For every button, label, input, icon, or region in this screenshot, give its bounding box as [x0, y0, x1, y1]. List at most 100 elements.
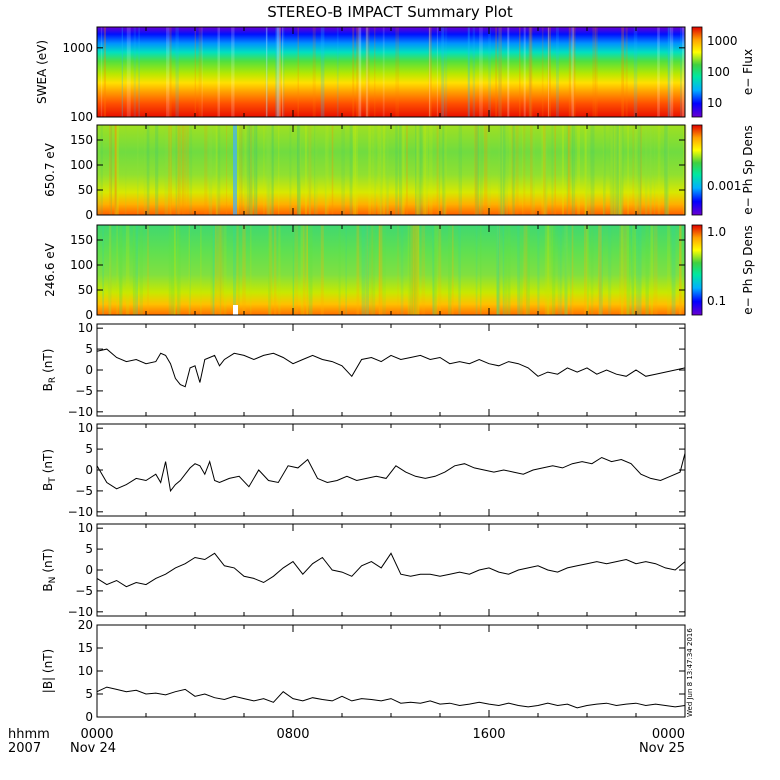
spectrogram-streak [242, 225, 246, 315]
time-tick-0000-end: 0000 [652, 727, 685, 742]
spectrogram-streak [268, 225, 271, 315]
spectrogram-streak [619, 225, 624, 315]
spectrogram-streak [554, 125, 556, 215]
spectrogram-streak [586, 225, 589, 315]
spectrogram-streak [314, 125, 316, 215]
spectrogram-streak [304, 125, 307, 215]
spectrogram-streak [653, 125, 656, 215]
spectrogram-streak [503, 125, 506, 215]
bn-ytick-label: −10 [68, 605, 93, 619]
spectrogram-streak [278, 125, 280, 215]
spectrogram-streak [566, 125, 568, 215]
spectrogram-streak [428, 27, 432, 117]
spectrogram-streak [436, 27, 438, 117]
spectrogram-streak [619, 125, 622, 215]
pad246-ytick-label: 150 [70, 233, 93, 247]
spectrogram-streak [356, 225, 360, 315]
spectrogram-streak [361, 225, 366, 315]
date-start: Nov 24 [70, 741, 116, 756]
spectrogram-streak [498, 125, 501, 215]
spectrogram-streak [215, 225, 217, 315]
swea-ytick-label: 100 [70, 110, 93, 124]
spectrogram-streak [451, 225, 454, 315]
spectrogram-streak [395, 27, 400, 117]
spectrogram-streak [177, 125, 180, 215]
spectrogram-streak [639, 125, 641, 215]
spectrogram-streak [272, 125, 274, 215]
bt-ylabel: BT (nT) [41, 449, 58, 491]
spectrogram-streak [116, 225, 118, 315]
spectrogram-streak [500, 125, 504, 215]
spectrogram-streak [495, 27, 497, 117]
spectrogram-streak [680, 27, 682, 117]
spectrogram-streak [519, 27, 521, 117]
spectrogram-streak [564, 225, 568, 315]
pad650-ytick-label: 0 [85, 208, 93, 222]
spectrogram-streak [418, 225, 420, 315]
spectrogram-streak [289, 125, 292, 215]
spectrogram-streak [632, 225, 635, 315]
spectrogram-streak [638, 225, 642, 315]
pad650-ylabel: 650.7 eV [43, 142, 57, 197]
spectrogram-streak [572, 27, 576, 117]
pad246-ytick-label: 0 [85, 308, 93, 322]
spectrogram-streak [421, 225, 426, 315]
spectrogram-streak [244, 125, 247, 215]
spectrogram-streak [345, 225, 347, 315]
spectrogram-streak [515, 125, 519, 215]
pad650-colorbar [691, 124, 703, 216]
spectrogram-streak [500, 125, 502, 215]
spectrogram-streak [608, 225, 612, 315]
pad650-gap [233, 125, 237, 215]
spectrogram-streak [498, 225, 501, 315]
spectrogram-streak [378, 225, 383, 315]
spectrogram-streak [548, 27, 549, 117]
spectrogram-streak [400, 225, 404, 315]
spectrogram-streak [325, 125, 329, 215]
spectrogram-streak [568, 125, 571, 215]
spectrogram-streak [633, 27, 638, 117]
spectrogram-streak [374, 125, 376, 215]
pad246-ytick-label: 100 [70, 258, 93, 272]
br-ytick-label: −5 [75, 384, 93, 398]
spectrogram-streak [349, 125, 353, 215]
spectrogram-streak [417, 125, 419, 215]
spectrogram-streak [442, 125, 446, 215]
spectrogram-streak [416, 125, 421, 215]
spectrogram-streak [632, 225, 636, 315]
spectrogram-streak [668, 27, 671, 117]
spectrogram-streak [570, 225, 572, 315]
spectrogram-streak [584, 225, 587, 315]
spectrogram-streak [233, 225, 237, 315]
spectrogram-streak [306, 225, 308, 315]
bmag-ytick-label: 10 [78, 664, 93, 678]
spectrogram-streak [116, 125, 119, 215]
spectrogram-streak [187, 125, 189, 215]
spectrogram-streak [550, 225, 554, 315]
spectrogram-streak [598, 225, 602, 315]
spectrogram-streak [114, 125, 117, 215]
pad246-panel: 0 50 100 150 246.6 eV 1.0 0.1 e− Ph Sp Dens [43, 224, 755, 322]
spectrogram-streak [109, 125, 113, 215]
spectrogram-streak [618, 125, 619, 215]
spectrogram-streak [506, 125, 508, 215]
spectrogram-streak [632, 125, 635, 215]
spectrogram-streak [631, 225, 634, 315]
spectrogram-streak [585, 125, 588, 215]
spectrogram-streak [126, 27, 131, 117]
spectrogram-streak [356, 27, 359, 117]
br-ytick-label: 10 [78, 321, 93, 335]
pad246-colorbar [691, 224, 703, 316]
spectrogram-streak [529, 27, 532, 117]
spectrogram-streak [679, 225, 682, 315]
bmag-ylabel: |B| (nT) [41, 649, 55, 693]
spectrogram-streak [143, 125, 146, 215]
spectrogram-streak [125, 225, 130, 315]
spectrogram-streak [372, 225, 376, 315]
bt-ylabel-main: B [41, 483, 55, 491]
spectrogram-streak [649, 125, 652, 215]
spectrogram-streak [171, 225, 175, 315]
spectrogram-streak [617, 125, 622, 215]
spectrogram-streak [434, 225, 438, 315]
spectrogram-streak [441, 27, 444, 117]
